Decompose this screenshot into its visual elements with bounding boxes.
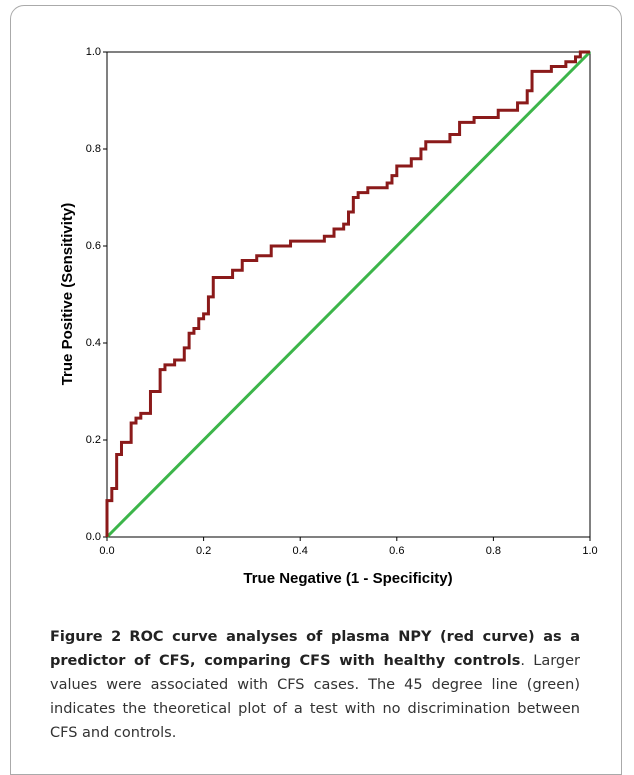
x-tick-label: 1.0	[582, 545, 597, 557]
caption-label: Figure 2	[50, 629, 122, 645]
y-tick-label: 0.4	[86, 337, 101, 349]
y-tick-label: 0.6	[86, 240, 101, 252]
caption-title: ROC curve analyses of plasma NPY (red cu…	[50, 629, 580, 669]
y-tick-label: 1.0	[86, 46, 101, 58]
y-tick-label: 0.0	[86, 531, 101, 543]
x-tick-label: 0.0	[99, 545, 114, 557]
x-tick-label: 0.6	[389, 545, 404, 557]
plot-frame	[106, 51, 591, 538]
chart: True Negative (1 - Specificity) True Pos…	[59, 46, 598, 587]
x-tick-label: 0.2	[196, 545, 211, 557]
curve	[105, 50, 590, 537]
curve	[105, 50, 592, 539]
y-axis-label: True Positive (Sensitivity)	[59, 203, 76, 386]
x-tick-label: 0.4	[293, 545, 308, 557]
caption-text: . Larger values were associated with CFS…	[50, 653, 580, 741]
x-axis-label: True Negative (1 - Specificity)	[243, 570, 452, 587]
y-tick-label: 0.2	[86, 434, 101, 446]
caption: Figure 2 ROC curve analyses of plasma NP…	[50, 625, 580, 745]
x-tick-label: 0.8	[486, 545, 501, 557]
y-tick-label: 0.8	[86, 143, 101, 155]
